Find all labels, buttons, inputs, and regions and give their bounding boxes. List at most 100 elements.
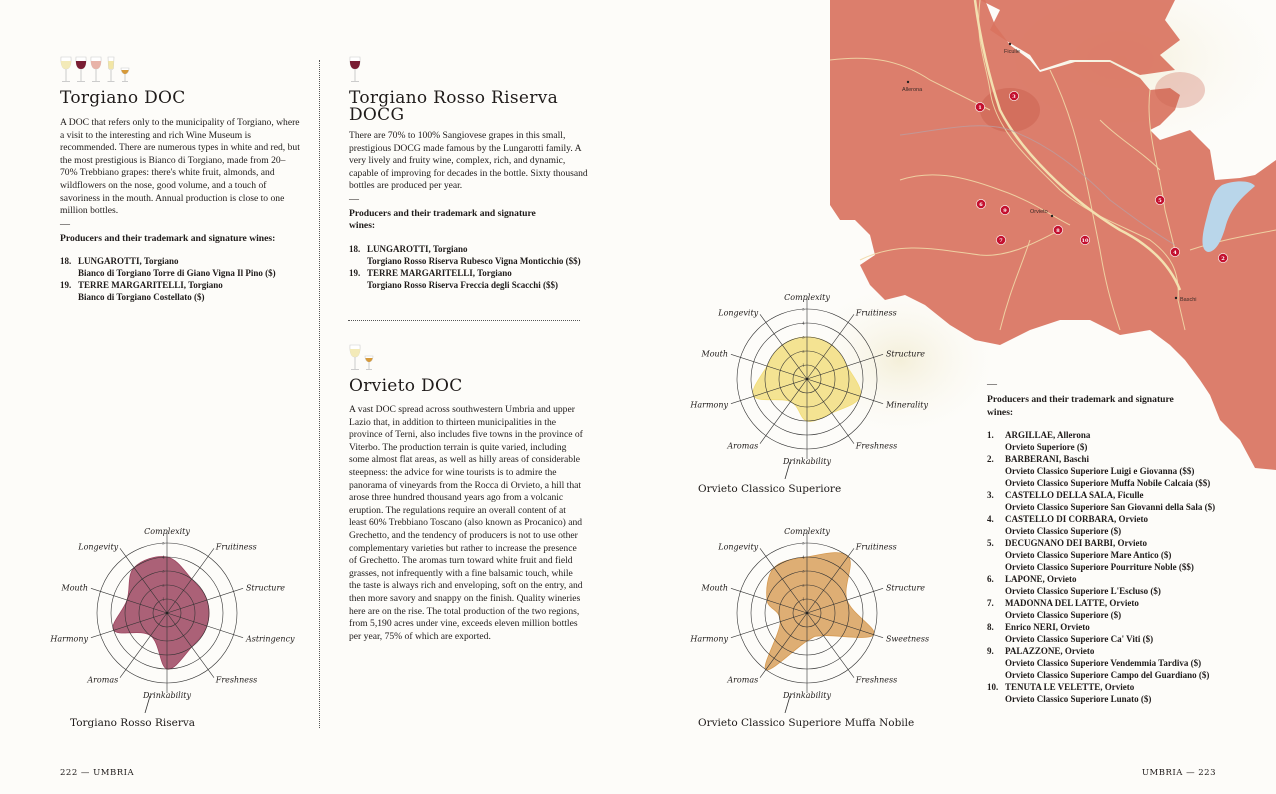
radar-axis bbox=[806, 378, 855, 444]
tick-label: 2 bbox=[802, 350, 804, 354]
marker-number: 9 bbox=[1003, 208, 1007, 214]
producers-list: 18. LUNGAROTTI, Torgiano Torgiano Rosso Ri… bbox=[349, 243, 589, 291]
radar-axis bbox=[90, 612, 168, 639]
signature-wine: Bianco di Torgiano Torre di Giano Vigna … bbox=[78, 268, 276, 279]
winery-marker[interactable]: 2 bbox=[1218, 253, 1228, 263]
column-divider bbox=[319, 60, 320, 728]
producer-item: 19. TERRE MARGARITELLI, Torgiano Torgiano … bbox=[349, 267, 589, 291]
town-dot bbox=[1174, 296, 1178, 300]
wine-type-icons bbox=[349, 344, 585, 370]
producer-name: TERRE MARGARITELLI, Torgiano bbox=[78, 280, 223, 291]
producer-name: LUNGAROTTI, Torgiano bbox=[367, 243, 468, 254]
axis-label: Aromas bbox=[726, 675, 758, 684]
signature-wine: Orvieto Classico Superiore L'Escluso ($) bbox=[1005, 586, 1161, 596]
winery-marker[interactable]: 1 bbox=[975, 102, 985, 112]
dash-separator: — bbox=[60, 218, 70, 230]
radar-center bbox=[805, 611, 809, 615]
tick-label: 5 bbox=[162, 542, 165, 546]
chart-title: Orvieto Classico Superiore Muffa Nobile bbox=[698, 717, 915, 729]
rose-wine-glass-icon bbox=[90, 56, 102, 82]
tick-label: 4 bbox=[162, 556, 165, 560]
signature-wine: Orvieto Classico Superiore ($) bbox=[1005, 526, 1122, 536]
producer-number: 3. bbox=[987, 490, 994, 500]
producers-list: 18. LUNGAROTTI, Torgiano Bianco di Torgian… bbox=[60, 255, 300, 303]
axis-label: Complexity bbox=[784, 293, 830, 302]
producer-number: 5. bbox=[987, 538, 994, 548]
winery-marker[interactable]: 3 bbox=[1009, 91, 1019, 101]
producer-item: 2. BARBERANI, Baschi Orvieto Classico Supe… bbox=[987, 453, 1237, 489]
winery-marker[interactable]: 5 bbox=[1155, 195, 1165, 205]
producer-number: 8. bbox=[987, 622, 994, 632]
producer-number: 7. bbox=[987, 598, 994, 608]
producer-item: 5. DECUGNANO DEI BARBI, Orvieto Orvieto Cl… bbox=[987, 537, 1237, 573]
axis-label: Aromas bbox=[726, 441, 758, 450]
axis-label: Freshness bbox=[855, 675, 897, 684]
axis-label: Freshness bbox=[855, 441, 897, 450]
town-label: Ficulle bbox=[1004, 49, 1020, 55]
radar-chart-orvieto-classico-superiore: Complexity Fruitiness Structure Minerality F… bbox=[689, 293, 929, 479]
axis-label: Harmony bbox=[49, 634, 88, 643]
winery-marker[interactable]: 7 bbox=[996, 235, 1006, 245]
section-divider bbox=[348, 320, 580, 321]
axis-label: Complexity bbox=[144, 527, 190, 536]
producer-item: 6. LAPONE, Orvieto Orvieto Classico Superi… bbox=[987, 573, 1237, 597]
producer-name: PALAZZONE, Orvieto bbox=[1005, 646, 1095, 656]
winery-marker[interactable]: 4 bbox=[1170, 247, 1180, 257]
signature-wine: Orvieto Classico Superiore San Giovanni … bbox=[1005, 502, 1216, 512]
radar-axis bbox=[806, 353, 884, 380]
axis-label: Mouth bbox=[701, 350, 729, 359]
signature-wine: Orvieto Classico Superiore ($) bbox=[1005, 610, 1122, 620]
axis-label: Longevity bbox=[717, 543, 758, 552]
producer-number: 4. bbox=[987, 514, 994, 524]
winery-marker[interactable]: 8 bbox=[1053, 225, 1063, 235]
radar-axis bbox=[759, 612, 808, 678]
tick-label: 1 bbox=[162, 598, 164, 602]
orvieto-map: Ficulle Allerona Orvieto Baschi 1 2 3 4 5 6 7 8 9 10 bbox=[830, 0, 1276, 470]
winery-marker[interactable]: 9 bbox=[1000, 205, 1010, 215]
tick-label: 2 bbox=[802, 584, 804, 588]
producer-number: 9. bbox=[987, 646, 994, 656]
signature-wine: Orvieto Classico Superiore Mare Antico (… bbox=[1005, 550, 1172, 560]
town-label: Baschi bbox=[1180, 297, 1197, 303]
winery-marker[interactable]: 6 bbox=[976, 199, 986, 209]
producers-heading: Producers and their trademark and signat… bbox=[987, 394, 1174, 418]
town-dot bbox=[906, 80, 910, 84]
signature-wine: Torgiano Rosso Riserva Rubesco Vigna Mon… bbox=[367, 255, 581, 266]
signature-wine: Orvieto Classico Superiore Muffa Nobile … bbox=[1005, 478, 1211, 488]
signature-wine: Orvieto Classico Superiore Pourriture No… bbox=[1005, 562, 1194, 572]
producer-item: 19. TERRE MARGARITELLI, Torgiano Bianco di… bbox=[60, 279, 300, 303]
producer-number: 6. bbox=[987, 574, 994, 584]
tick-label: 5 bbox=[802, 542, 805, 546]
radar-axis bbox=[119, 548, 168, 614]
radar-axis bbox=[806, 612, 884, 639]
radar-axis bbox=[119, 612, 168, 678]
red-wine-glass-icon bbox=[349, 56, 361, 82]
radar-axis bbox=[806, 612, 855, 678]
axis-label: Fruitiness bbox=[855, 543, 897, 552]
marker-number: 6 bbox=[979, 202, 983, 208]
wine-type-icons bbox=[60, 56, 300, 82]
producer-name: CASTELLO DELLA SALA, Ficulle bbox=[1005, 490, 1144, 500]
signature-wine: Orvieto Classico Superiore Campo del Gua… bbox=[1005, 670, 1210, 680]
producers-heading: Producers and their trademark and signat… bbox=[349, 207, 536, 232]
radar-axis bbox=[759, 314, 808, 380]
axis-label: Complexity bbox=[784, 527, 830, 536]
radar-axis bbox=[730, 587, 808, 614]
section-torgiano-rosso-riserva: Torgiano Rosso Riserva DOCG There are 70… bbox=[349, 56, 589, 291]
axis-label: Drinkability bbox=[782, 691, 832, 700]
signature-wine: Orvieto Classico Superiore Vendemmia Tar… bbox=[1005, 658, 1202, 668]
producer-item: 10. TENUTA LE VELETTE, Orvieto Orvieto Cla… bbox=[987, 681, 1237, 705]
axis-label: Harmony bbox=[689, 634, 728, 643]
winery-marker[interactable]: 10 bbox=[1080, 235, 1090, 245]
tick-label: 4 bbox=[802, 322, 805, 326]
section-orvieto-doc: Orvieto DOC A vast DOC spread across sou… bbox=[349, 344, 585, 643]
radar-axis bbox=[730, 378, 808, 405]
tick-label: 5 bbox=[802, 308, 805, 312]
section-title: Orvieto DOC bbox=[349, 376, 463, 396]
map-land bbox=[830, 0, 1276, 470]
section-body: A vast DOC spread across southwestern Um… bbox=[349, 404, 583, 642]
axis-label: Astringency bbox=[245, 634, 295, 643]
producer-item: 9. PALAZZONE, Orvieto Orvieto Classico Sup… bbox=[987, 645, 1237, 681]
axis-label: Drinkability bbox=[782, 457, 832, 466]
town-dot bbox=[1008, 42, 1012, 46]
